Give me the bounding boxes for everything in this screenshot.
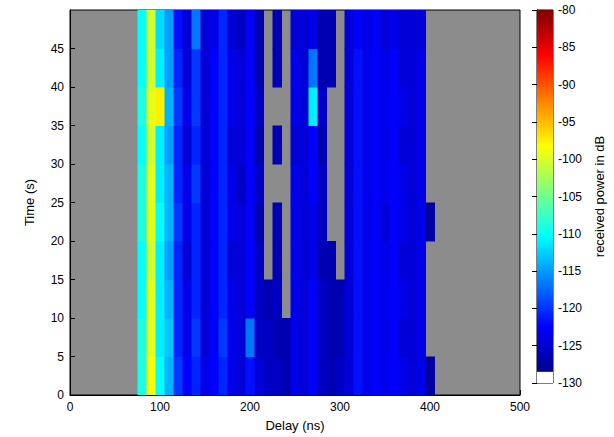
svg-text:-120: -120: [558, 301, 582, 315]
svg-text:100: 100: [150, 400, 170, 414]
svg-text:-105: -105: [558, 190, 582, 204]
svg-text:-110: -110: [558, 227, 581, 241]
svg-text:-80: -80: [558, 3, 576, 17]
svg-text:30: 30: [51, 157, 65, 171]
svg-text:received power in dB: received power in dB: [592, 136, 607, 257]
svg-text:500: 500: [510, 400, 530, 414]
svg-text:40: 40: [51, 80, 65, 94]
svg-text:-115: -115: [558, 264, 581, 278]
svg-text:45: 45: [51, 42, 65, 56]
svg-text:35: 35: [51, 119, 65, 133]
svg-text:20: 20: [51, 234, 65, 248]
svg-text:200: 200: [240, 400, 260, 414]
svg-text:-100: -100: [558, 152, 582, 166]
svg-text:0: 0: [67, 400, 74, 414]
svg-text:25: 25: [51, 196, 65, 210]
svg-text:-125: -125: [558, 339, 582, 353]
svg-text:-95: -95: [558, 115, 576, 129]
svg-text:0: 0: [57, 388, 64, 402]
svg-text:300: 300: [330, 400, 350, 414]
svg-text:Delay (ns): Delay (ns): [265, 418, 324, 433]
svg-text:10: 10: [51, 311, 65, 325]
svg-text:5: 5: [57, 350, 64, 364]
svg-text:400: 400: [420, 400, 440, 414]
svg-text:Time (s): Time (s): [22, 179, 37, 226]
svg-text:-130: -130: [558, 376, 582, 390]
svg-text:-85: -85: [558, 40, 576, 54]
svg-text:-90: -90: [558, 78, 576, 92]
svg-text:15: 15: [51, 273, 65, 287]
